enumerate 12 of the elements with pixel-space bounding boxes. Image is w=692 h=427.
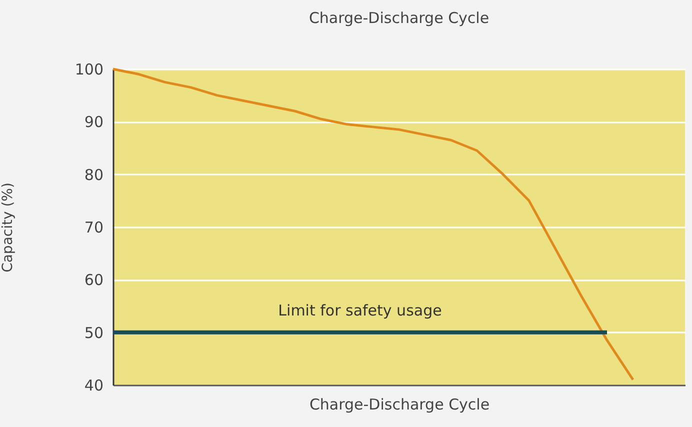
chart-title: Charge-Discharge Cycle (308, 9, 490, 27)
y-tick-label: 80 (84, 166, 104, 184)
y-tick-label: 70 (84, 218, 104, 236)
y-tick-label: 40 (84, 376, 104, 394)
line-series (112, 68, 634, 381)
y-tick-label: 50 (84, 324, 104, 342)
y-axis-title: Capacity (%) (0, 182, 16, 272)
y-tick-label: 60 (84, 271, 104, 290)
series-label: Limit for safety usage (278, 301, 442, 320)
y-tick-label: 100 (74, 60, 104, 78)
x-axis-title: Charge-Discharge Cycle (309, 396, 490, 414)
y-tick-label: 90 (84, 113, 104, 132)
